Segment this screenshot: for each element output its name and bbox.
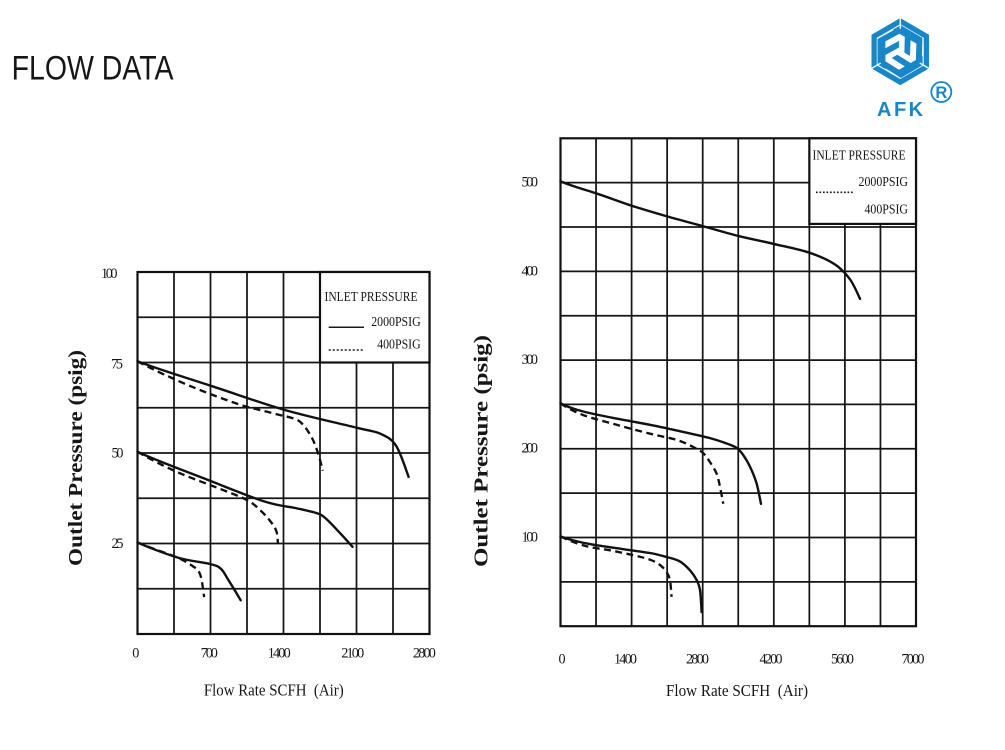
svg-text:100: 100 <box>101 266 118 282</box>
svg-text:5600: 5600 <box>831 652 854 668</box>
svg-text:Flow Rate SCFH (Air): Flow Rate SCFH (Air) <box>204 681 344 700</box>
svg-text:Outlet Pressure (psig): Outlet Pressure (psig) <box>65 350 87 566</box>
svg-text:INLET PRESSURE: INLET PRESSURE <box>813 148 906 163</box>
svg-text:100: 100 <box>522 530 539 546</box>
svg-text:400PSIG: 400PSIG <box>865 202 909 217</box>
svg-text:400: 400 <box>522 263 539 279</box>
svg-text:2000PSIG: 2000PSIG <box>859 174 909 189</box>
svg-text:2800: 2800 <box>413 646 436 662</box>
svg-text:2000PSIG: 2000PSIG <box>371 314 421 329</box>
svg-text:50: 50 <box>112 446 124 462</box>
svg-text:4200: 4200 <box>760 652 783 668</box>
svg-text:Outlet Pressure (psig): Outlet Pressure (psig) <box>471 335 493 567</box>
svg-text:0: 0 <box>132 646 139 662</box>
svg-text:25: 25 <box>112 536 124 552</box>
svg-text:700: 700 <box>201 646 218 662</box>
svg-text:R: R <box>935 84 947 102</box>
svg-text:400PSIG: 400PSIG <box>377 337 421 352</box>
svg-text:300: 300 <box>522 352 539 368</box>
svg-text:1400: 1400 <box>614 652 637 668</box>
svg-text:2100: 2100 <box>341 646 364 662</box>
svg-text:500: 500 <box>522 175 539 191</box>
svg-text:200: 200 <box>522 441 539 457</box>
svg-text:0: 0 <box>558 652 565 668</box>
svg-text:INLET PRESSURE: INLET PRESSURE <box>325 289 418 304</box>
svg-text:FLOW DATA: FLOW DATA <box>12 48 174 87</box>
svg-text:1400: 1400 <box>268 646 291 662</box>
svg-text:AFK: AFK <box>877 99 926 121</box>
svg-text:2800: 2800 <box>686 652 709 668</box>
svg-text:Flow Rate SCFH (Air): Flow Rate SCFH (Air) <box>666 681 808 700</box>
svg-text:7000: 7000 <box>902 652 925 668</box>
svg-text:75: 75 <box>111 357 123 373</box>
